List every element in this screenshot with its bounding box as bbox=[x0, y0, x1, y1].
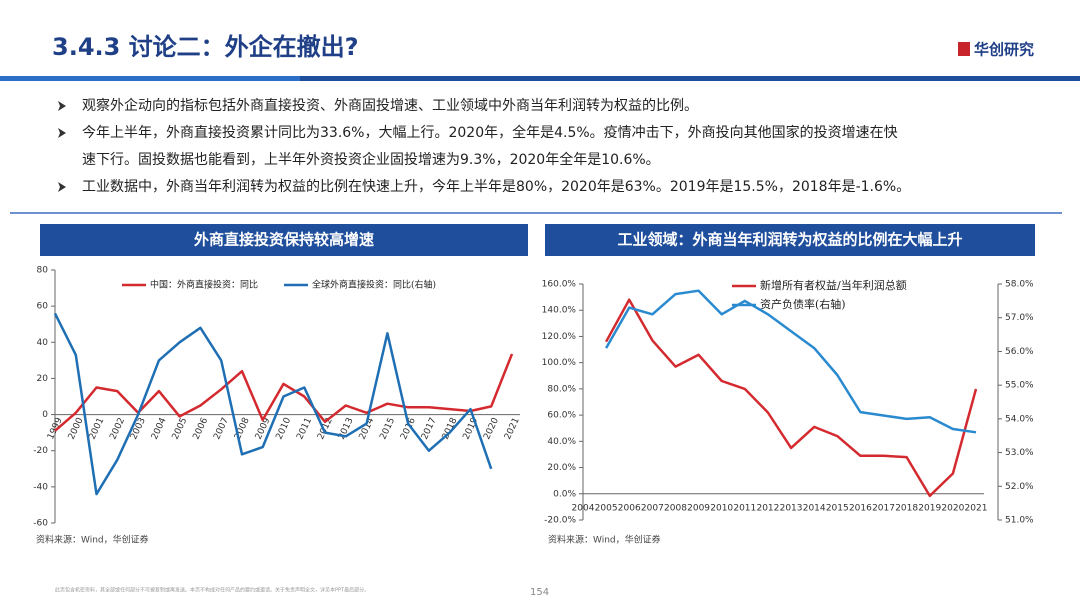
chart-title: 工业领域：外商当年利润转为权益的比例在大幅上升 bbox=[617, 231, 962, 249]
y2-tick-label: 51.0% bbox=[1005, 516, 1034, 526]
x-tick-label: 2017 bbox=[872, 504, 895, 514]
x-tick-label: 2015 bbox=[826, 504, 849, 514]
bullet-marker bbox=[58, 101, 66, 111]
x-tick-label: 2011 bbox=[733, 504, 756, 514]
bullet-marker bbox=[58, 128, 66, 138]
x-tick-label: 2011 bbox=[295, 416, 314, 441]
x-tick-label: 2021 bbox=[503, 416, 522, 441]
bullet-text: 今年上半年，外商直接投资累计同比为33.6%，大幅上行。2020年，全年是4.5… bbox=[82, 124, 898, 141]
x-tick-label: 2018 bbox=[895, 504, 918, 514]
y-tick-label: 100.0% bbox=[542, 358, 577, 368]
x-tick-label: 2006 bbox=[191, 416, 210, 441]
y-tick-label: 60.0% bbox=[547, 411, 576, 421]
x-tick-label: 2015 bbox=[378, 416, 397, 441]
x-tick-label: 2009 bbox=[687, 504, 710, 514]
x-tick-label: 2004 bbox=[572, 504, 595, 514]
y-tick-label: 80 bbox=[37, 266, 49, 276]
y2-tick-label: 54.0% bbox=[1005, 414, 1034, 424]
x-tick-label: 2008 bbox=[664, 504, 687, 514]
panel-title-bg bbox=[545, 224, 1035, 256]
y-tick-label: 80.0% bbox=[547, 384, 576, 394]
y-tick-label: 20 bbox=[37, 374, 49, 384]
x-tick-label: 2007 bbox=[641, 504, 664, 514]
y2-tick-label: 52.0% bbox=[1005, 482, 1034, 492]
source: 资料来源：Wind，华创证券 bbox=[36, 534, 149, 546]
y-tick-label: -40 bbox=[33, 482, 48, 492]
bullet-text: 工业数据中，外商当年利润转为权益的比例在快速上升，今年上半年是80%，2020年… bbox=[82, 179, 910, 195]
x-tick-label: 2002 bbox=[108, 416, 127, 441]
chart-title: 外商直接投资保持较高增速 bbox=[193, 231, 374, 249]
legend-label: 新增所有者权益/当年利润总额 bbox=[760, 278, 907, 292]
x-tick-label: 2014 bbox=[803, 504, 826, 514]
x-tick-label: 2019 bbox=[918, 504, 941, 514]
y-tick-label: 160.0% bbox=[542, 280, 577, 290]
x-tick-label: 2020 bbox=[941, 504, 964, 514]
y-tick-label: 40.0% bbox=[547, 437, 576, 447]
slide-title: 3.4.3 讨论二：外企在撤出? bbox=[52, 33, 359, 61]
legend-label: 全球外商直接投资：同比(右轴) bbox=[312, 279, 436, 291]
bullet-text: 观察外企动向的指标包括外商直接投资、外商固投增速、工业领域中外商当年利润转为权益… bbox=[82, 97, 698, 114]
x-tick-label: 2016 bbox=[849, 504, 872, 514]
y2-tick-label: 55.0% bbox=[1005, 381, 1034, 391]
y2-tick-label: 53.0% bbox=[1005, 448, 1034, 458]
x-tick-label: 2000 bbox=[67, 416, 86, 441]
legend-label: 资产负债率(右轴) bbox=[760, 297, 846, 311]
x-tick-label: 2007 bbox=[212, 416, 231, 441]
x-tick-label: 1999 bbox=[46, 416, 65, 441]
logo-icon bbox=[958, 42, 970, 56]
y-tick-label: -20 bbox=[33, 446, 48, 456]
y-tick-label: 40 bbox=[37, 338, 49, 348]
panel-title-bg bbox=[40, 224, 528, 256]
bullet-text: 速下行。固投数据也能看到，上半年外资投资企业固投增速为9.3%，2020年全年是… bbox=[82, 151, 660, 168]
y-tick-label: -20.0% bbox=[544, 516, 576, 526]
y-tick-label: 120.0% bbox=[542, 332, 577, 342]
header-bar-accent bbox=[0, 76, 300, 81]
x-tick-label: 2020 bbox=[482, 416, 501, 441]
y2-tick-label: 58.0% bbox=[1005, 280, 1034, 290]
y-tick-label: 140.0% bbox=[542, 306, 577, 316]
disclaimer: 此页包含机密资料，其全部或任何部分不可被复制或再发送。本页不构成对任何产品的要约… bbox=[55, 587, 369, 594]
x-tick-label: 2005 bbox=[171, 416, 190, 441]
y-tick-label: 20.0% bbox=[547, 463, 576, 473]
y-tick-label: 0 bbox=[42, 410, 48, 420]
x-tick-label: 2016 bbox=[399, 416, 418, 441]
line-series bbox=[605, 298, 978, 498]
y-tick-label: 60 bbox=[37, 302, 49, 312]
source: 资料来源：Wind，华创证券 bbox=[548, 534, 661, 546]
y-tick-label: -60 bbox=[33, 519, 48, 529]
y-tick-label: 0.0% bbox=[553, 489, 576, 499]
x-tick-label: 2004 bbox=[150, 416, 169, 441]
x-tick-label: 2013 bbox=[337, 416, 356, 441]
x-tick-label: 2010 bbox=[710, 504, 733, 514]
y2-tick-label: 57.0% bbox=[1005, 313, 1034, 323]
legend-label: 中国：外商直接投资：同比 bbox=[150, 279, 258, 291]
x-tick-label: 2013 bbox=[780, 504, 803, 514]
x-tick-label: 2017 bbox=[420, 416, 439, 441]
x-tick-label: 2012 bbox=[756, 504, 779, 514]
bullet-marker bbox=[58, 182, 66, 192]
y2-tick-label: 56.0% bbox=[1005, 347, 1034, 357]
page-number: 154 bbox=[530, 587, 549, 598]
header-bar bbox=[0, 76, 1080, 81]
line-series bbox=[53, 312, 493, 496]
x-tick-label: 2010 bbox=[275, 416, 294, 441]
logo: 华创研究 bbox=[974, 41, 1034, 59]
line-series bbox=[54, 353, 514, 432]
x-tick-label: 2005 bbox=[595, 504, 618, 514]
x-tick-label: 2001 bbox=[88, 416, 107, 441]
line-series bbox=[605, 289, 977, 434]
x-tick-label: 2021 bbox=[965, 504, 988, 514]
x-tick-label: 2006 bbox=[618, 504, 641, 514]
